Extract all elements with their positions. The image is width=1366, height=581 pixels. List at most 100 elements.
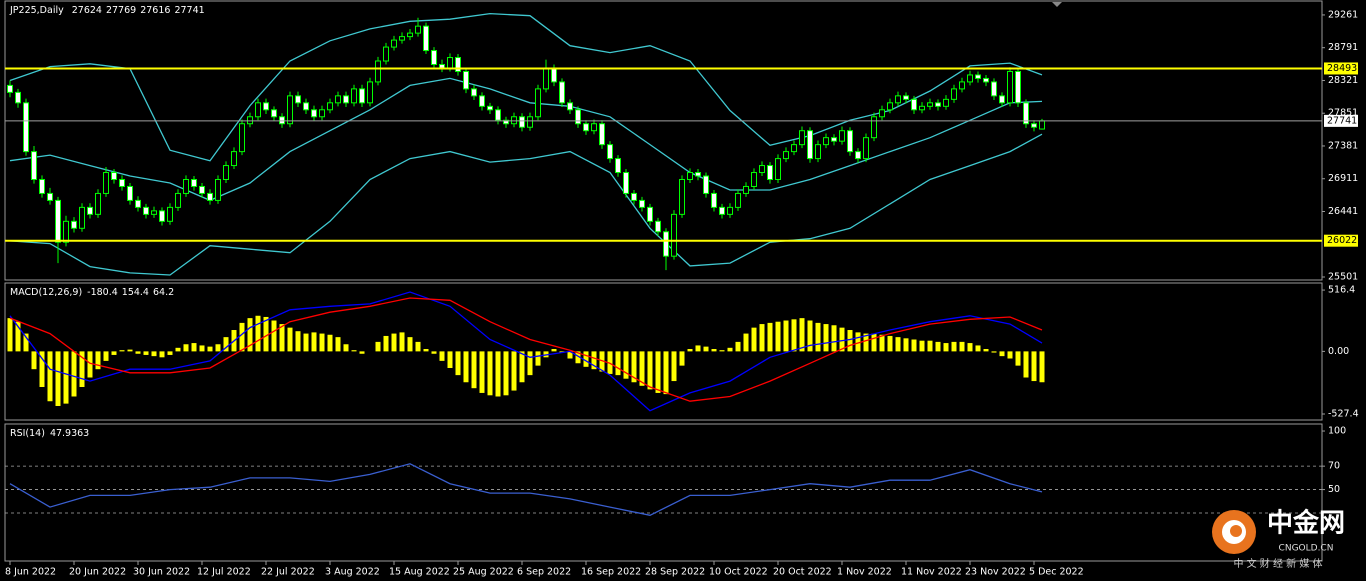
indicator-line	[9, 291, 1043, 412]
macd-bar	[767, 322, 773, 352]
y-tick-label: 27381	[1328, 140, 1358, 151]
macd-bar	[847, 330, 853, 352]
candle-body	[215, 178, 221, 201]
candle-body	[471, 88, 477, 97]
ohlc-value: 27624	[72, 5, 102, 16]
macd-bar	[823, 324, 829, 352]
macd-bar	[359, 351, 365, 354]
macd-bar	[495, 351, 501, 397]
macd-bar	[295, 331, 301, 352]
macd-bar	[199, 345, 205, 352]
macd-bar	[327, 334, 333, 352]
macd-bar	[919, 340, 925, 352]
candle-body	[751, 172, 757, 187]
candle-body	[631, 192, 637, 201]
macd-bar	[407, 337, 413, 352]
x-tick-label: 5 Dec 2022	[1029, 567, 1084, 578]
macd-bar	[455, 351, 461, 376]
candle-body	[959, 81, 965, 90]
macd-bar	[903, 338, 909, 352]
panel-border	[4, 423, 1323, 562]
candle-body	[143, 206, 149, 215]
macd-bar	[1015, 351, 1021, 366]
macd-bar	[439, 351, 445, 361]
candle-body	[159, 210, 165, 222]
macd-bar	[719, 350, 725, 352]
x-tick-label: 3 Aug 2022	[325, 567, 380, 578]
y-tick-label: 28321	[1328, 75, 1358, 86]
macd-bar	[255, 315, 261, 352]
macd-bar	[95, 351, 101, 370]
candle-body	[799, 130, 805, 146]
macd-bar	[487, 351, 493, 396]
candle-body	[127, 185, 133, 201]
watermark: 中金网 CNGOLD.CN 中 文 财 经 新 媒 体	[1212, 508, 1345, 570]
macd-bar	[47, 351, 53, 402]
x-tick-label: 8 Jun 2022	[5, 567, 56, 578]
macd-bar	[111, 351, 117, 355]
x-tick-label: 23 Nov 2022	[965, 567, 1026, 578]
candle-body	[95, 192, 101, 215]
macd-bar	[119, 350, 125, 352]
price-label-box	[1324, 234, 1358, 247]
macd-bar	[863, 333, 869, 352]
macd-bar	[271, 320, 277, 352]
candle-body	[687, 172, 693, 180]
candle-body	[911, 98, 917, 111]
macd-bar	[951, 341, 957, 352]
candle-body	[783, 151, 789, 160]
candle-body	[391, 39, 397, 48]
candle-body	[311, 109, 317, 118]
macd-bar	[63, 351, 69, 404]
candle-body	[519, 116, 525, 128]
price-label-box	[1324, 114, 1358, 127]
candle-body	[1007, 70, 1013, 104]
candle-body	[647, 206, 653, 222]
candle-body	[591, 123, 597, 132]
macd-bar	[335, 337, 341, 352]
candle-body	[711, 192, 717, 208]
macd-bar	[911, 339, 917, 352]
candle-body	[767, 165, 773, 180]
macd-bar	[215, 344, 221, 352]
x-tick-label: 20 Oct 2022	[773, 567, 832, 578]
macd-bar	[703, 346, 709, 352]
x-tick-label: 10 Oct 2022	[709, 567, 768, 578]
candle-body	[743, 185, 749, 194]
y-tick-label: 28791	[1328, 42, 1358, 53]
candle-body	[119, 178, 125, 187]
candle-body	[543, 67, 549, 90]
indicator-line	[9, 12, 1043, 162]
macd-bar	[783, 320, 789, 352]
candle-body	[511, 116, 517, 125]
candle-body	[831, 137, 837, 142]
candle-body	[735, 192, 741, 208]
candle-body	[375, 60, 381, 83]
x-tick-label: 30 Jun 2022	[133, 567, 190, 578]
candle-body	[583, 123, 589, 132]
macd-bar	[447, 351, 453, 369]
ohlc-value: 27741	[174, 5, 204, 16]
x-tick-label: 28 Sep 2022	[645, 567, 705, 578]
candle-body	[247, 116, 253, 125]
macd-bar	[791, 319, 797, 352]
candle-body	[439, 63, 445, 69]
candle-body	[183, 178, 189, 194]
x-tick-label: 25 Aug 2022	[453, 567, 514, 578]
macd-bar	[167, 351, 173, 355]
candle-body	[55, 199, 61, 243]
price-label: 28493	[1327, 63, 1357, 74]
macd-bar	[103, 351, 109, 361]
macd-bar	[7, 318, 13, 352]
macd-bar	[839, 327, 845, 352]
candle-body	[199, 185, 205, 194]
y-tick-label: 516.4	[1328, 285, 1355, 296]
candle-body	[231, 151, 237, 167]
candle-body	[927, 102, 933, 107]
panel-header: MACD(12,26,9) -180.4 154.4 64.2	[10, 287, 174, 298]
logo-dot	[1230, 525, 1242, 537]
candle-body	[951, 88, 957, 100]
x-tick-label: 22 Jul 2022	[261, 567, 315, 578]
candle-body	[1031, 123, 1037, 128]
